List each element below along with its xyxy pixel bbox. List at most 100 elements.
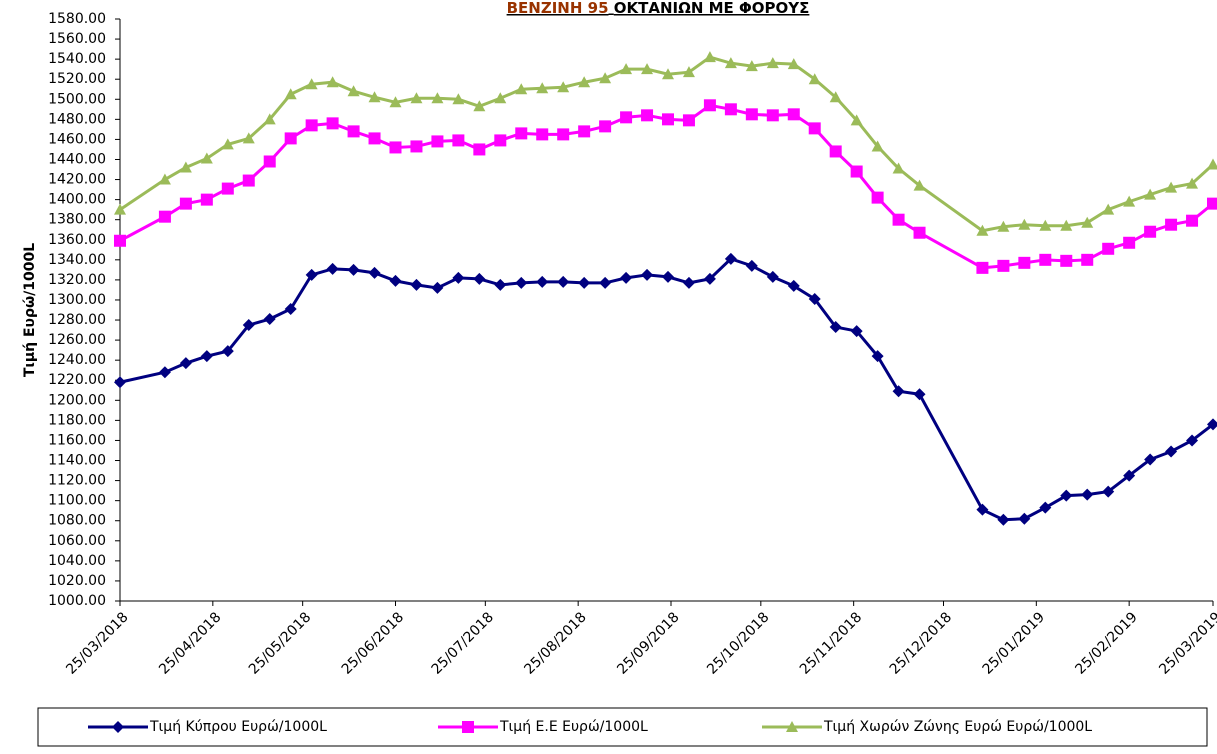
marker	[892, 213, 905, 226]
y-tick-label: 1120.00	[48, 473, 106, 489]
marker	[766, 109, 779, 122]
marker	[1144, 453, 1157, 466]
x-tick-label: 25/02/2019	[1072, 609, 1140, 677]
marker	[1165, 445, 1178, 458]
marker	[578, 276, 591, 289]
marker	[326, 76, 339, 88]
marker	[1060, 489, 1073, 502]
marker	[114, 203, 126, 215]
marker	[786, 721, 798, 732]
marker	[1039, 501, 1052, 514]
marker	[515, 127, 528, 140]
series-line	[119, 103, 1214, 270]
marker	[326, 117, 339, 130]
marker	[850, 114, 863, 126]
x-tick-label: 25/03/2018	[63, 609, 131, 677]
marker	[1207, 418, 1217, 431]
marker	[114, 376, 126, 389]
marker	[599, 276, 612, 289]
marker	[1123, 469, 1136, 482]
legend-label: Τιμή Χωρών Ζώνης Ευρώ Ευρώ/1000L	[823, 719, 1092, 735]
marker	[1060, 219, 1073, 231]
y-tick-label: 1140.00	[48, 453, 106, 469]
marker	[347, 85, 360, 97]
x-tick-label: 25/12/2018	[887, 609, 955, 677]
marker	[263, 313, 276, 326]
marker	[997, 513, 1010, 526]
marker	[305, 78, 318, 90]
marker	[1018, 512, 1031, 525]
y-tick-label: 1420.00	[48, 172, 106, 188]
marker	[494, 278, 507, 291]
marker	[1144, 188, 1157, 200]
marker	[200, 350, 213, 363]
y-tick-label: 1220.00	[48, 372, 106, 388]
marker	[305, 119, 318, 132]
y-tick-label: 1400.00	[48, 192, 106, 208]
marker	[263, 113, 276, 125]
marker	[494, 134, 507, 147]
marker	[829, 321, 842, 334]
marker	[661, 68, 674, 80]
marker	[682, 276, 695, 289]
marker	[410, 278, 423, 291]
marker	[158, 366, 171, 379]
marker	[158, 210, 171, 223]
y-axis-label: Τιμή Ευρώ/1000L	[22, 243, 38, 377]
x-tick-label: 25/05/2018	[246, 609, 314, 677]
marker	[557, 128, 570, 141]
y-tick-label: 1540.00	[48, 51, 106, 67]
y-tick-label: 1040.00	[48, 553, 106, 569]
marker	[661, 113, 674, 126]
marker	[347, 263, 360, 276]
marker	[682, 66, 695, 78]
x-tick-label: 25/06/2018	[339, 609, 407, 677]
marker	[557, 275, 570, 288]
marker	[829, 91, 842, 103]
marker	[913, 226, 926, 239]
legend-label: Τιμή Κύπρου Ευρώ/1000L	[149, 719, 327, 735]
marker	[703, 99, 716, 112]
marker	[200, 152, 213, 164]
title-part: ΟΚΤΑΝΙΩΝ ΜΕ ΦΟΡΟΥΣ	[614, 0, 810, 17]
marker	[452, 93, 465, 105]
marker	[682, 114, 695, 127]
marker	[473, 143, 486, 156]
y-tick-label: 1100.00	[48, 493, 106, 509]
marker	[808, 122, 821, 135]
marker	[641, 268, 654, 281]
marker	[242, 319, 255, 332]
marker	[850, 165, 863, 178]
marker	[536, 275, 549, 288]
marker	[578, 76, 591, 88]
marker	[871, 140, 884, 152]
marker	[724, 103, 737, 116]
marker	[1102, 203, 1115, 215]
x-tick-label: 25/08/2018	[521, 609, 589, 677]
marker	[452, 271, 465, 284]
y-tick-label: 1560.00	[48, 31, 106, 47]
marker	[871, 350, 884, 363]
marker	[158, 173, 171, 185]
legend-label: Τιμή Ε.Ε Ευρώ/1000L	[499, 719, 648, 735]
marker	[452, 134, 465, 147]
y-tick-label: 1080.00	[48, 513, 106, 529]
x-tick-label: 25/09/2018	[614, 609, 682, 677]
marker	[221, 182, 234, 195]
marker	[599, 120, 612, 133]
marker	[1186, 177, 1199, 189]
marker	[641, 63, 654, 75]
marker	[494, 92, 507, 104]
marker	[808, 292, 821, 305]
marker	[976, 224, 989, 236]
marker	[263, 155, 276, 168]
marker	[557, 81, 570, 93]
marker	[200, 193, 213, 206]
marker	[829, 145, 842, 158]
x-tick-label: 25/10/2018	[704, 609, 772, 677]
marker	[1102, 242, 1115, 255]
marker	[1123, 236, 1136, 249]
marker	[1081, 488, 1094, 501]
marker	[997, 259, 1010, 272]
